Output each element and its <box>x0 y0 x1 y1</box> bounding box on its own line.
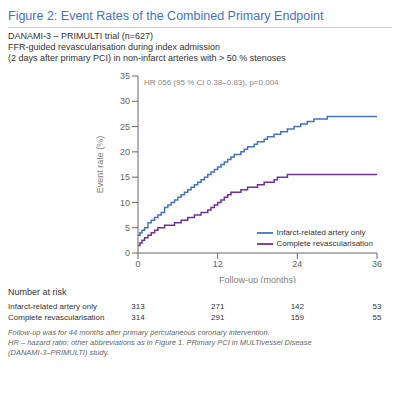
svg-text:15: 15 <box>120 172 130 182</box>
html-text:142: 142 <box>290 302 304 311</box>
html-text:HR – hazard ratio; other abbre: HR – hazard ratio; other abbreviations a… <box>8 338 312 347</box>
html-text:(2 days after primary PCI) in: (2 days after primary PCI) in non-infarc… <box>8 53 286 63</box>
html-text:HR 056 (95 % CI 0.38–0.83), p=: HR 056 (95 % CI 0.38–0.83), p=0.004 <box>144 78 279 87</box>
svg-text:12: 12 <box>213 259 223 269</box>
svg-text:25: 25 <box>120 122 130 132</box>
html-text:291: 291 <box>211 313 225 322</box>
svg-text:35: 35 <box>120 71 130 81</box>
svg-text:24: 24 <box>292 259 302 269</box>
html-text:Complete revascularisation: Complete revascularisation <box>276 239 373 248</box>
html-text:(DANAMI-3–PRIMULTI) study.: (DANAMI-3–PRIMULTI) study. <box>8 348 109 357</box>
svg-text:10: 10 <box>120 198 130 208</box>
html-text:313: 313 <box>131 302 145 311</box>
html-text:55: 55 <box>372 313 382 322</box>
svg-text:5: 5 <box>125 223 130 233</box>
svg-text:36: 36 <box>372 259 382 269</box>
html-text:159: 159 <box>290 313 304 322</box>
html-text:Follow-up was for 44 months af: Follow-up was for 44 months after primar… <box>8 328 270 337</box>
html-text:Number at risk: Number at risk <box>8 287 67 297</box>
html-text:FFR-guided revascularisation d: FFR-guided revascularisation during inde… <box>8 42 221 52</box>
html-text:53: 53 <box>372 302 382 311</box>
html-text:Figure 2: Event Rates of the C: Figure 2: Event Rates of the Combined Pr… <box>8 9 324 23</box>
svg-text:Event rate (%): Event rate (%) <box>95 136 105 194</box>
html-text:Infarct-related artery only: Infarct-related artery only <box>276 228 366 237</box>
html-text:Infarct-related artery only: Infarct-related artery only <box>8 302 97 311</box>
svg-text:30: 30 <box>120 96 130 106</box>
html-text:271: 271 <box>211 302 225 311</box>
html-text:314: 314 <box>131 313 145 322</box>
svg-text:0: 0 <box>135 259 140 269</box>
svg-text:Follow-up (months): Follow-up (months) <box>219 275 296 283</box>
svg-text:20: 20 <box>120 147 130 157</box>
svg-text:0: 0 <box>125 248 130 258</box>
html-text:DANAMI-3 – PRIMULTI trial (n=6: DANAMI-3 – PRIMULTI trial (n=627) <box>8 31 154 41</box>
html-text:Complete revascularisation: Complete revascularisation <box>8 313 105 322</box>
